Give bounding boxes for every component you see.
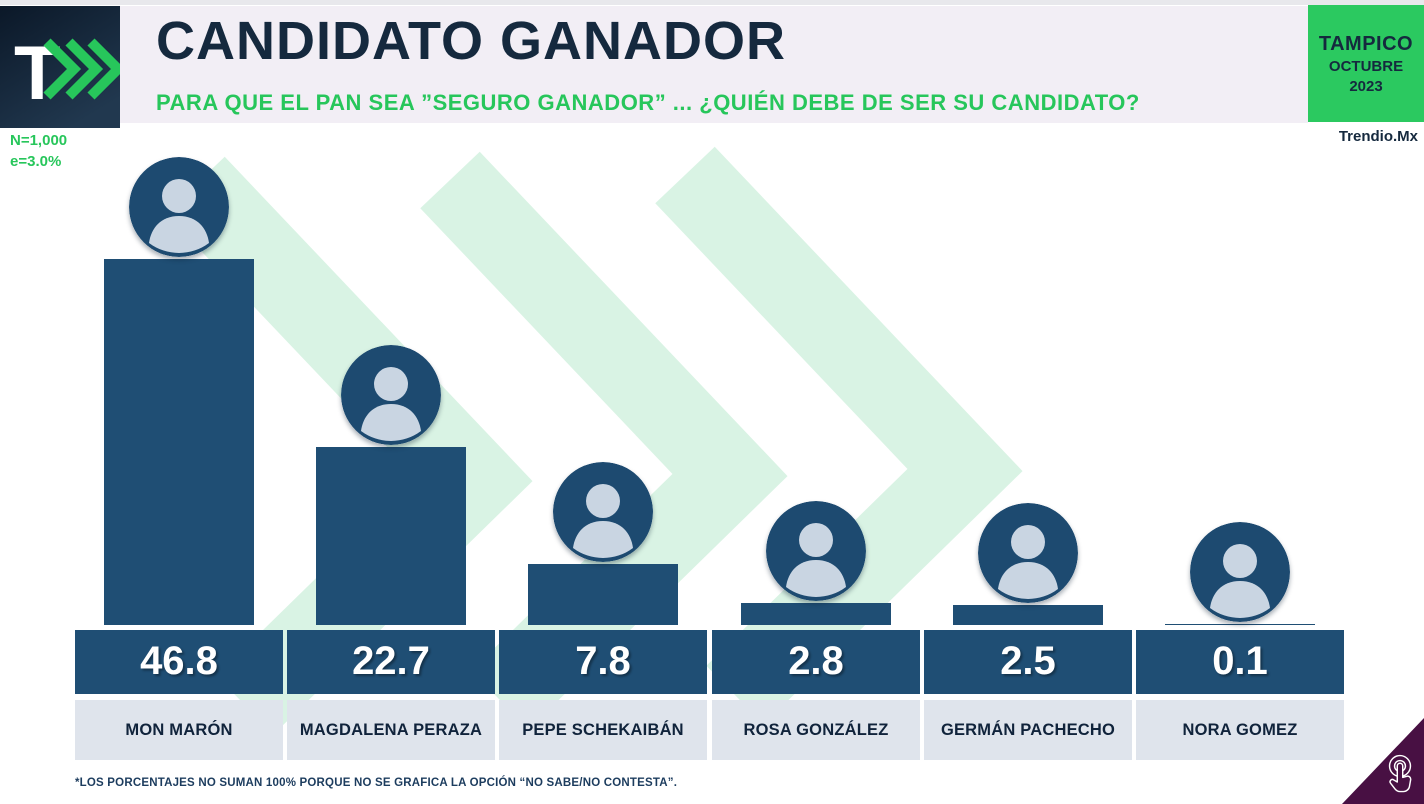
person-avatar-icon [1190,522,1290,622]
candidate-bar [741,603,891,625]
location-city: TAMPICO [1318,33,1414,55]
bar-chart: 46.8 MON MARÓN 22.7 MAGDALENA PERAZA [75,140,1348,764]
candidate-bar [528,564,678,625]
candidate-column: 2.5 GERMÁN PACHECHO [924,140,1132,764]
bar-value: 22.7 [287,630,495,694]
candidate-photo [766,501,866,601]
candidate-photo [1190,522,1290,622]
candidate-photo [553,462,653,562]
location-month: OCTUBRE [1328,58,1404,75]
location-year: 2023 [1349,77,1383,95]
candidate-photo [129,157,229,257]
sample-size: N=1,000 [10,132,68,149]
candidate-column: 2.8 ROSA GONZÁLEZ [712,140,920,764]
header-band: CANDIDATO GANADOR PARA QUE EL PAN SEA ”S… [120,6,1308,123]
candidate-name: MAGDALENA PERAZA [287,700,495,760]
bar-value: 0.1 [1136,630,1344,694]
bar-value: 7.8 [499,630,707,694]
bar-value: 2.8 [712,630,920,694]
candidate-bar [316,447,466,625]
person-avatar-icon [129,157,229,257]
location-badge: TAMPICO OCTUBRE 2023 [1308,5,1424,122]
candidate-column: 0.1 NORA GOMEZ [1136,140,1344,764]
candidate-bar [1165,624,1315,625]
person-avatar-icon [341,345,441,445]
page-title: CANDIDATO GANADOR [156,11,786,71]
logo-chevrons-icon: T [0,6,126,128]
candidate-bar [104,259,254,625]
candidate-name: ROSA GONZÁLEZ [712,700,920,760]
bar-value: 2.5 [924,630,1132,694]
candidate-name: GERMÁN PACHECHO [924,700,1132,760]
candidate-column: 22.7 MAGDALENA PERAZA [287,140,495,764]
tap-icon [1388,754,1412,793]
person-avatar-icon [978,503,1078,603]
candidate-column: 7.8 PEPE SCHEKAIBÁN [499,140,707,764]
bar-value: 46.8 [75,630,283,694]
person-avatar-icon [766,501,866,601]
candidate-name: PEPE SCHEKAIBÁN [499,700,707,760]
brand-text: Trendio.Mx [1338,128,1418,145]
margin-of-error: e=3.0% [10,153,62,170]
candidate-name: MON MARÓN [75,700,283,760]
page-subtitle: PARA QUE EL PAN SEA ”SEGURO GANADOR” ...… [156,90,1140,115]
trendio-logo: T [0,6,126,128]
candidate-column: 46.8 MON MARÓN [75,140,283,764]
window-top-strip [0,0,1424,5]
footnote: *LOS PORCENTAJES NO SUMAN 100% PORQUE NO… [75,777,678,789]
candidate-photo [978,503,1078,603]
person-avatar-icon [553,462,653,562]
candidate-name: NORA GOMEZ [1136,700,1344,760]
candidate-bar [953,605,1103,625]
sample-info: N=1,000 e=3.0% [10,130,67,172]
candidate-photo [341,345,441,445]
